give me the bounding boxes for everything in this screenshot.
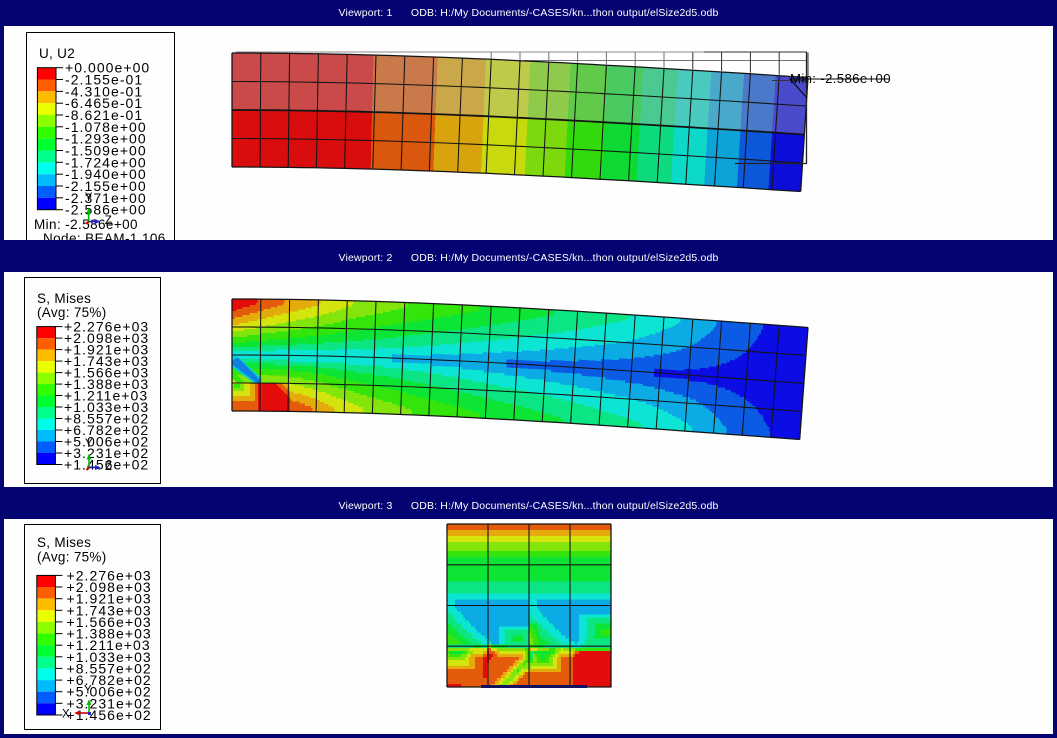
svg-text:Y: Y [85,438,93,450]
svg-text:-2.586e+00: -2.586e+00 [65,202,147,218]
svg-text:-1.078e+00: -1.078e+00 [65,119,147,135]
svg-text:+8.557e+02: +8.557e+02 [67,660,152,676]
svg-text:U, U2: U, U2 [39,46,75,61]
svg-text:+2.098e+03: +2.098e+03 [64,330,149,346]
svg-text:Z: Z [105,215,112,227]
svg-text:+1.211e+03: +1.211e+03 [67,637,151,653]
svg-text:+1.456e+02: +1.456e+02 [67,707,152,723]
svg-text:+2.098e+03: +2.098e+03 [67,579,152,595]
svg-text:-6.465e-01: -6.465e-01 [65,95,143,111]
svg-text:-2.155e-01: -2.155e-01 [65,72,143,88]
svg-text:Min: -2.586e+00: Min: -2.586e+00 [790,71,891,86]
svg-text:-1.724e+00: -1.724e+00 [65,154,147,170]
svg-text:+6.782e+02: +6.782e+02 [67,672,152,688]
svg-text:+1.566e+03: +1.566e+03 [67,614,152,630]
svg-text:+1.743e+03: +1.743e+03 [64,353,149,369]
svg-text:+6.782e+02: +6.782e+02 [64,422,149,438]
svg-text:+2.276e+03: +2.276e+03 [64,319,149,335]
svg-text:+2.276e+03: +2.276e+03 [67,567,152,583]
svg-text:+1.033e+03: +1.033e+03 [64,399,149,415]
svg-text:-4.310e-01: -4.310e-01 [65,83,143,99]
svg-text:+1.921e+03: +1.921e+03 [67,591,152,607]
svg-text:X: X [62,709,70,721]
svg-text:+1.388e+03: +1.388e+03 [67,626,152,642]
svg-text:-1.293e+00: -1.293e+00 [65,131,147,147]
svg-text:-2.371e+00: -2.371e+00 [65,190,147,206]
svg-text:+1.388e+03: +1.388e+03 [64,376,149,392]
svg-text:+3.231e+02: +3.231e+02 [64,445,149,461]
svg-text:+1.211e+03: +1.211e+03 [64,388,148,404]
svg-text:Y: Y [84,685,92,697]
svg-text:+1.743e+03: +1.743e+03 [67,602,152,618]
svg-text:+5.006e+02: +5.006e+02 [67,684,152,700]
svg-text:S, Mises: S, Mises [37,291,91,306]
svg-text:(Avg: 75%): (Avg: 75%) [37,305,107,320]
svg-text:-8.621e-01: -8.621e-01 [65,107,143,123]
svg-text:-1.509e+00: -1.509e+00 [65,143,147,159]
svg-text:-2.155e+00: -2.155e+00 [65,178,147,194]
svg-text:Min: -2.586e+00: Min: -2.586e+00 [34,217,138,232]
svg-text:+1.566e+03: +1.566e+03 [64,365,149,381]
svg-text:Z: Z [105,461,112,473]
svg-text:+1.456e+02: +1.456e+02 [64,457,149,473]
svg-text:(Avg: 75%): (Avg: 75%) [37,550,107,565]
svg-text:+1.921e+03: +1.921e+03 [64,342,149,358]
svg-text:+0.000e+00: +0.000e+00 [65,60,150,76]
svg-text:S, Mises: S, Mises [37,535,91,550]
svg-text:Node: BEAM-1.106: Node: BEAM-1.106 [43,231,166,240]
svg-text:-1.940e+00: -1.940e+00 [65,166,147,182]
svg-text:Y: Y [85,192,93,204]
svg-text:+5.006e+02: +5.006e+02 [64,434,149,450]
svg-text:+8.557e+02: +8.557e+02 [64,411,149,427]
svg-text:+1.033e+03: +1.033e+03 [67,649,152,665]
